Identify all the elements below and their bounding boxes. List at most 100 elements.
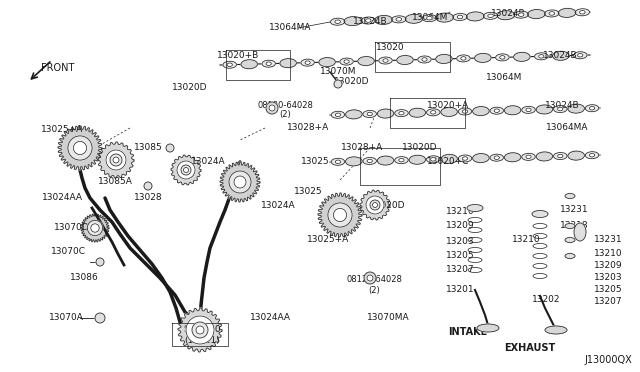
Text: 13070A: 13070A — [49, 314, 83, 323]
Circle shape — [144, 182, 152, 190]
Text: 13025: 13025 — [294, 187, 323, 196]
Ellipse shape — [578, 54, 583, 57]
Ellipse shape — [418, 56, 431, 63]
Text: 13205: 13205 — [594, 285, 622, 295]
Polygon shape — [220, 162, 260, 202]
Text: 13210: 13210 — [594, 250, 622, 259]
Circle shape — [113, 157, 119, 163]
Ellipse shape — [441, 154, 458, 163]
Text: 13201: 13201 — [445, 285, 474, 295]
Ellipse shape — [514, 11, 529, 18]
Text: 13020D: 13020D — [172, 83, 208, 93]
Ellipse shape — [395, 157, 408, 164]
Text: 13207: 13207 — [594, 298, 622, 307]
Text: 13070MA: 13070MA — [367, 314, 410, 323]
Ellipse shape — [494, 109, 499, 112]
Text: FRONT: FRONT — [42, 63, 75, 73]
Ellipse shape — [330, 18, 345, 25]
Ellipse shape — [565, 193, 575, 199]
Text: J13000QX: J13000QX — [584, 355, 632, 365]
Text: (2): (2) — [368, 285, 380, 295]
Ellipse shape — [346, 157, 362, 166]
Text: 13024AA: 13024AA — [250, 314, 291, 323]
Text: 13020D: 13020D — [371, 201, 406, 209]
Text: 13020D: 13020D — [334, 77, 370, 87]
Ellipse shape — [458, 155, 472, 162]
Circle shape — [370, 200, 380, 210]
Ellipse shape — [557, 107, 563, 111]
Ellipse shape — [363, 157, 376, 164]
Circle shape — [328, 203, 352, 227]
Text: 13024A: 13024A — [191, 157, 225, 167]
Text: 08120-64028: 08120-64028 — [257, 100, 313, 109]
Text: 13085: 13085 — [134, 144, 163, 153]
Circle shape — [91, 224, 99, 232]
Ellipse shape — [518, 13, 524, 16]
Ellipse shape — [589, 106, 595, 110]
Ellipse shape — [457, 15, 463, 19]
Ellipse shape — [426, 109, 440, 116]
Text: 13020+A: 13020+A — [427, 100, 469, 109]
Ellipse shape — [227, 63, 232, 67]
Circle shape — [181, 165, 191, 175]
Ellipse shape — [396, 17, 402, 21]
Ellipse shape — [545, 10, 559, 17]
Circle shape — [372, 202, 378, 208]
Ellipse shape — [409, 108, 426, 117]
Text: 13025: 13025 — [301, 157, 330, 167]
Ellipse shape — [522, 106, 535, 113]
Circle shape — [364, 272, 376, 284]
Text: 13209: 13209 — [445, 221, 474, 231]
Ellipse shape — [575, 9, 589, 16]
Ellipse shape — [422, 15, 436, 22]
Text: 13028+A: 13028+A — [287, 124, 329, 132]
Ellipse shape — [494, 156, 499, 160]
Text: INTAKE: INTAKE — [449, 327, 488, 337]
Ellipse shape — [580, 10, 585, 14]
Ellipse shape — [565, 253, 575, 259]
Circle shape — [196, 326, 204, 334]
Circle shape — [177, 161, 195, 179]
Ellipse shape — [513, 52, 530, 61]
Text: 13024B: 13024B — [491, 10, 525, 19]
Ellipse shape — [558, 9, 576, 17]
Ellipse shape — [431, 110, 436, 114]
Text: 13024B: 13024B — [543, 51, 577, 60]
Ellipse shape — [331, 111, 345, 118]
Ellipse shape — [589, 154, 595, 157]
Ellipse shape — [427, 16, 432, 20]
Ellipse shape — [554, 106, 567, 113]
Ellipse shape — [532, 211, 548, 218]
Circle shape — [333, 208, 347, 222]
Ellipse shape — [305, 61, 310, 64]
Text: 08120-64028: 08120-64028 — [346, 276, 402, 285]
Text: 13028: 13028 — [134, 193, 163, 202]
Ellipse shape — [344, 17, 362, 26]
Ellipse shape — [395, 110, 408, 117]
Ellipse shape — [399, 111, 404, 115]
Ellipse shape — [490, 107, 504, 114]
Polygon shape — [58, 126, 102, 170]
Polygon shape — [178, 308, 222, 352]
Ellipse shape — [399, 158, 404, 162]
Circle shape — [192, 322, 208, 338]
Ellipse shape — [363, 110, 376, 118]
Text: 13020D: 13020D — [403, 144, 438, 153]
Ellipse shape — [461, 57, 466, 60]
Text: 13064M: 13064M — [486, 74, 522, 83]
Ellipse shape — [441, 108, 458, 116]
Ellipse shape — [335, 160, 340, 164]
Ellipse shape — [527, 10, 545, 19]
Circle shape — [96, 258, 104, 266]
Ellipse shape — [539, 55, 544, 58]
Text: 13025+A: 13025+A — [307, 235, 349, 244]
Polygon shape — [98, 142, 134, 178]
Ellipse shape — [568, 151, 584, 160]
Polygon shape — [360, 190, 390, 220]
Ellipse shape — [472, 107, 489, 116]
Circle shape — [184, 167, 189, 173]
Text: 13085A: 13085A — [97, 177, 132, 186]
Text: 13024A: 13024A — [260, 201, 295, 209]
Ellipse shape — [565, 224, 575, 228]
Ellipse shape — [574, 223, 586, 241]
